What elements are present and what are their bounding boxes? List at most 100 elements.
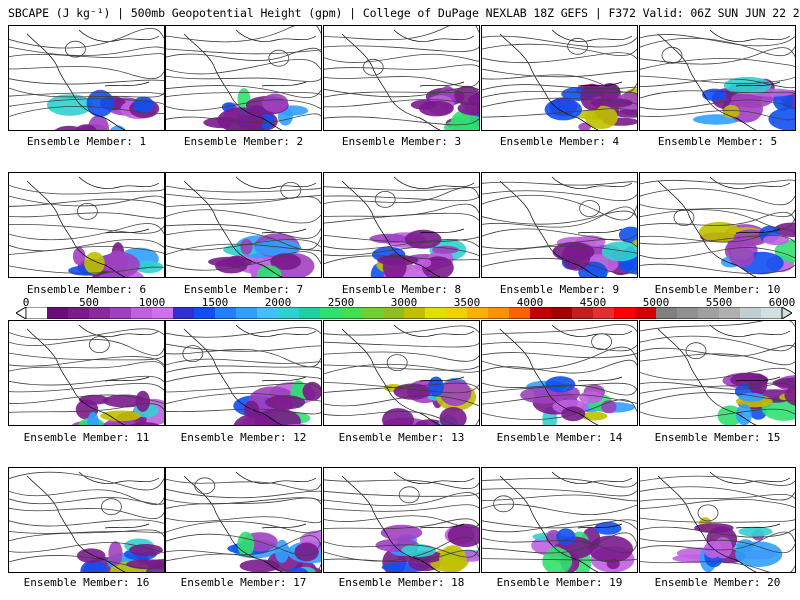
height-contour <box>640 486 795 501</box>
height-contour <box>166 521 321 534</box>
height-contour <box>166 243 321 255</box>
member-map-20 <box>640 471 795 572</box>
colorbar-swatch <box>236 307 258 319</box>
colorbar-tick-label: 2000 <box>264 296 292 309</box>
cape-area <box>294 542 319 562</box>
height-contour <box>482 35 637 48</box>
member-map-9 <box>482 176 637 277</box>
cape-area <box>544 98 582 121</box>
height-contour <box>9 542 164 553</box>
height-contour <box>640 494 795 502</box>
height-contour <box>640 367 795 381</box>
height-contour <box>166 48 321 55</box>
height-contour <box>324 395 479 407</box>
member-label-14: Ensemble Member: 14 <box>496 431 623 444</box>
member-label-16: Ensemble Member: 16 <box>23 576 150 589</box>
height-contour <box>166 47 321 61</box>
cape-area <box>404 229 442 249</box>
colorbar-swatch <box>614 307 636 319</box>
member-map-15 <box>640 321 795 425</box>
member-label-6: Ensemble Member: 6 <box>26 283 147 296</box>
height-contour <box>324 492 479 507</box>
height-contour <box>482 519 637 533</box>
colorbar-swatch <box>110 307 132 319</box>
cape-area <box>287 567 308 572</box>
colorbar-swatch <box>593 307 615 319</box>
colorbar-swatch <box>320 307 342 319</box>
height-contour <box>324 195 479 202</box>
height-contour <box>268 49 290 67</box>
height-contour <box>9 394 164 404</box>
height-contour <box>482 359 637 374</box>
height-contour <box>482 323 637 335</box>
colorbar-swatch <box>446 307 468 319</box>
height-contour <box>482 239 637 250</box>
member-label-4: Ensemble Member: 4 <box>499 135 620 148</box>
height-contour <box>166 59 321 75</box>
coastline <box>341 29 475 130</box>
colorbar-swatch <box>509 307 531 319</box>
colorbar-tick-label: 3500 <box>453 296 481 309</box>
height-contour <box>324 116 479 126</box>
height-contour <box>482 537 637 554</box>
height-contour <box>166 113 321 123</box>
height-contour <box>324 99 479 108</box>
height-contour <box>166 349 321 368</box>
cape-area <box>432 245 459 254</box>
cape-area <box>208 256 253 267</box>
height-contour <box>661 46 683 64</box>
member-map-13 <box>324 324 479 425</box>
height-contour <box>640 110 795 121</box>
height-contour <box>324 363 479 375</box>
colorbar-swatch <box>719 307 741 319</box>
height-contour <box>182 345 204 362</box>
colorbar-swatch <box>404 307 426 319</box>
height-contour <box>324 479 479 489</box>
height-contour <box>640 47 795 65</box>
cape-area <box>419 100 454 117</box>
height-contour <box>9 66 164 79</box>
colorbar <box>16 307 792 319</box>
member-label-15: Ensemble Member: 15 <box>654 431 781 444</box>
height-contour <box>166 224 321 239</box>
colorbar-swatch <box>698 307 720 319</box>
height-contour <box>640 209 795 229</box>
colorbar-tick-label: 2500 <box>327 296 355 309</box>
member-map-17 <box>166 471 321 572</box>
height-contour <box>482 477 637 488</box>
height-contour <box>9 519 164 527</box>
cape-area <box>87 412 100 425</box>
height-contour <box>324 351 479 362</box>
height-contour <box>166 372 321 383</box>
member-map-1 <box>9 28 164 130</box>
height-contour <box>9 198 164 207</box>
colorbar-swatch <box>635 307 657 319</box>
cape-area <box>601 241 637 262</box>
height-contour <box>640 344 795 357</box>
cape-area <box>46 94 93 116</box>
height-contour <box>324 53 479 63</box>
member-map-5 <box>640 29 795 130</box>
height-contour <box>9 91 164 97</box>
height-contour <box>324 515 479 529</box>
colorbar-swatch <box>656 307 678 319</box>
cape-area <box>135 390 150 412</box>
member-map-2 <box>166 26 321 130</box>
cape-area <box>401 544 436 558</box>
cape-area <box>418 258 432 268</box>
member-panel-1 <box>8 25 165 131</box>
height-contour <box>9 555 164 569</box>
colorbar-tick-label: 6000 <box>768 296 796 309</box>
height-contour <box>482 206 637 228</box>
cape-area <box>561 406 586 422</box>
cape-area <box>76 548 106 563</box>
height-contour <box>324 549 479 562</box>
height-contour <box>640 392 795 405</box>
colorbar-swatch <box>152 307 174 319</box>
cape-area <box>735 541 783 567</box>
colorbar-swatch <box>257 307 279 319</box>
height-contour <box>640 204 795 217</box>
colorbar-swatch <box>215 307 237 319</box>
height-contour <box>9 489 164 505</box>
height-contour <box>166 497 321 509</box>
